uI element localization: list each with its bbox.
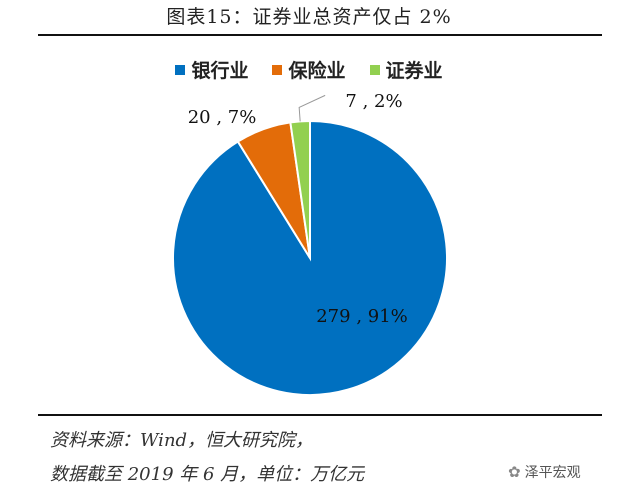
legend-item-insurance: 保险业 — [272, 56, 346, 83]
legend-swatch-insurance — [272, 64, 283, 75]
data-date-note: 数据截至 2019 年 6 月，单位：万亿元 — [50, 464, 365, 485]
legend-label-bank: 银行业 — [191, 60, 249, 82]
bottom-rule — [38, 414, 602, 416]
data-label-bank: 279 , 91% — [316, 306, 408, 327]
legend-item-bank: 银行业 — [175, 56, 248, 83]
legend-label-securities: 证券业 — [385, 60, 443, 82]
top-rule — [38, 34, 602, 36]
chart-title: 图表15：证券业总资产仅占 2% — [166, 6, 452, 28]
legend-swatch-securities — [369, 64, 380, 75]
data-label-insurance: 20 , 7% — [188, 107, 257, 128]
watermark: ✿ 泽平宏观 — [508, 462, 581, 482]
legend-swatch-bank — [175, 64, 186, 75]
wechat-icon: ✿ — [508, 463, 521, 481]
source-note: 资料来源：Wind，恒大研究院， — [50, 430, 314, 451]
legend-label-insurance: 保险业 — [288, 60, 346, 82]
pie-slice-securities — [289, 119, 311, 259]
watermark-label: 泽平宏观 — [524, 465, 581, 481]
data-label-securities: 7 , 2% — [345, 91, 402, 112]
chart-legend: 银行业 保险业 证券业 — [0, 56, 618, 83]
legend-item-securities: 证券业 — [369, 56, 443, 83]
leader-line-securities — [298, 94, 326, 122]
